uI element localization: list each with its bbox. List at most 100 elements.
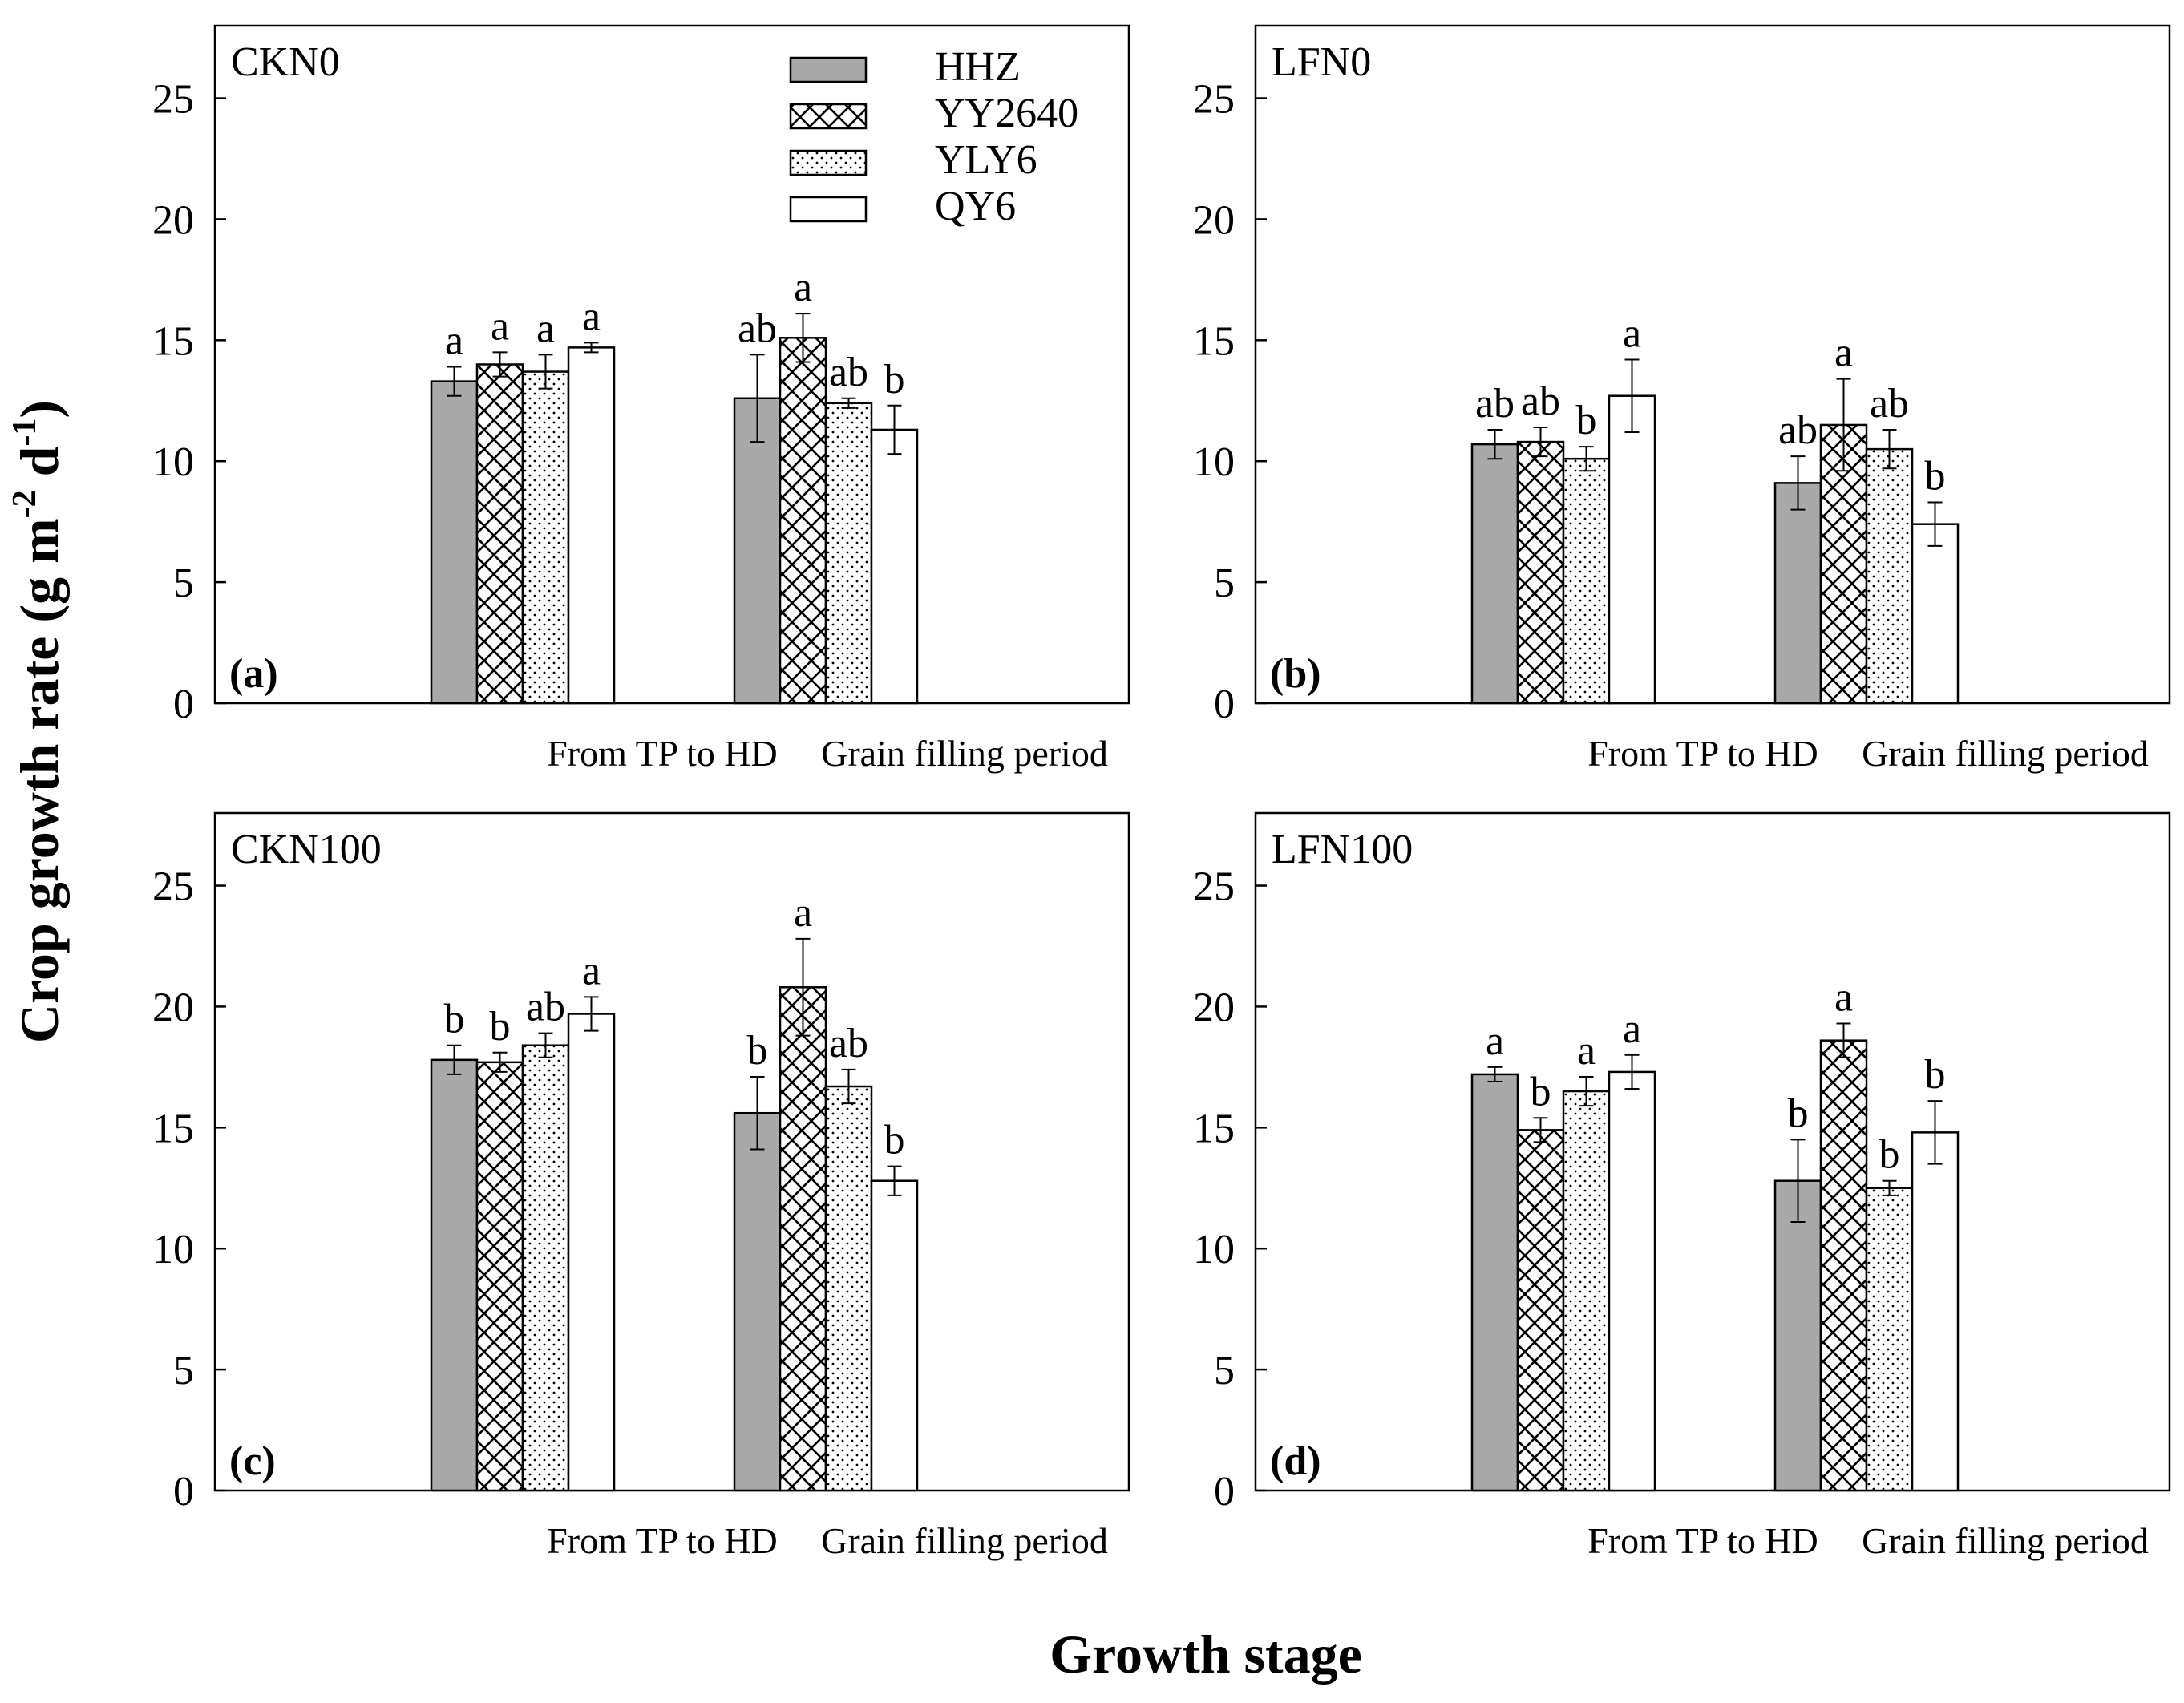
x-category-label-grain-filling-period: Grain filling period — [1862, 733, 2149, 774]
significance-letter-yy2640-from-tp-to-hd: b — [490, 1004, 511, 1050]
bar-yly6-grain-filling-period — [1865, 1187, 1914, 1492]
y-tick-label-0: 0 — [173, 682, 194, 727]
bar-yy2640-from-tp-to-hd — [475, 363, 524, 705]
treatment-label: LFN0 — [1272, 39, 1371, 85]
significance-letter-yy2640-from-tp-to-hd: b — [1531, 1069, 1551, 1114]
y-axis-title-sup-1: -2 — [6, 490, 43, 518]
x-category-label-from-tp-to-hd: From TP to HD — [547, 733, 778, 774]
y-tick-label-10: 10 — [152, 439, 194, 485]
legend-label-yly6: YLY6 — [935, 137, 1037, 183]
bar-yly6-from-tp-to-hd — [1562, 457, 1611, 705]
panel-label: (b) — [1270, 651, 1321, 697]
y-axis-title-sup-2: -1 — [6, 419, 43, 447]
legend-label-hhz: HHZ — [935, 44, 1021, 90]
significance-letter-yly6-from-tp-to-hd: b — [1576, 398, 1597, 443]
legend-label-qy6: QY6 — [935, 184, 1016, 229]
bar-hhz-grain-filling-period — [1773, 1179, 1822, 1492]
bar-qy6-grain-filling-period — [870, 428, 919, 705]
plot-frame — [1254, 811, 2171, 1492]
significance-letter-yly6-from-tp-to-hd: ab — [526, 985, 565, 1030]
y-tick-label-25: 25 — [152, 77, 194, 123]
bar-yly6-from-tp-to-hd — [1562, 1090, 1611, 1492]
bar-yly6-from-tp-to-hd — [521, 1044, 570, 1492]
y-tick-label-15: 15 — [1193, 1106, 1235, 1151]
significance-letter-qy6-from-tp-to-hd: a — [582, 948, 601, 993]
bar-yy2640-from-tp-to-hd — [1516, 1129, 1565, 1492]
y-tick-label-15: 15 — [152, 1106, 194, 1151]
bar-qy6-from-tp-to-hd — [567, 346, 616, 705]
y-tick-label-20: 20 — [152, 197, 194, 243]
significance-letter-hhz-from-tp-to-hd: a — [445, 318, 463, 364]
bar-qy6-from-tp-to-hd — [1608, 394, 1656, 705]
y-tick-label-10: 10 — [1193, 1227, 1235, 1272]
significance-letter-yy2640-grain-filling-period: a — [794, 265, 812, 310]
y-tick-label-15: 15 — [1193, 318, 1235, 364]
plot-frame — [213, 24, 1130, 705]
significance-letter-yy2640-grain-filling-period: a — [1834, 975, 1853, 1021]
legend-label-yy2640: YY2640 — [935, 91, 1078, 136]
legend: HHZ YY2640 YLY6 QY6 — [789, 44, 1078, 229]
bar-qy6-grain-filling-period — [870, 1179, 919, 1492]
y-tick-label-10: 10 — [152, 1227, 194, 1272]
y-tick-label-0: 0 — [1214, 1469, 1235, 1515]
y-tick-label-20: 20 — [1193, 197, 1235, 243]
significance-letter-qy6-grain-filling-period: b — [884, 1118, 905, 1163]
y-axis-title-end: ) — [9, 400, 70, 419]
bar-hhz-from-tp-to-hd — [1470, 1073, 1519, 1492]
bar-yly6-grain-filling-period — [824, 1085, 873, 1492]
y-tick-label-25: 25 — [152, 864, 194, 910]
treatment-label: CKN100 — [231, 827, 382, 872]
significance-letter-hhz-grain-filling-period: b — [1788, 1090, 1809, 1136]
bar-yy2640-grain-filling-period — [779, 337, 827, 705]
x-category-label-from-tp-to-hd: From TP to HD — [1587, 733, 1818, 774]
bar-qy6-grain-filling-period — [1911, 523, 1960, 705]
significance-letter-yly6-grain-filling-period: ab — [829, 1021, 868, 1066]
bar-hhz-grain-filling-period — [733, 1111, 782, 1492]
y-tick-label-25: 25 — [1193, 864, 1235, 910]
significance-letter-yy2640-from-tp-to-hd: a — [491, 303, 509, 349]
significance-letter-yly6-grain-filling-period: ab — [829, 350, 868, 395]
significance-letter-qy6-grain-filling-period: b — [1925, 454, 1946, 500]
y-tick-label-15: 15 — [152, 318, 194, 364]
bar-yy2640-from-tp-to-hd — [475, 1061, 524, 1492]
legend-swatch-yly6 — [789, 149, 868, 176]
significance-letter-qy6-from-tp-to-hd: a — [1623, 1006, 1641, 1052]
y-tick-label-5: 5 — [173, 560, 194, 606]
y-tick-label-5: 5 — [1214, 560, 1235, 606]
bar-yly6-from-tp-to-hd — [521, 370, 570, 705]
legend-swatch-yy2640 — [789, 103, 868, 130]
y-tick-label-20: 20 — [152, 985, 194, 1030]
bar-yy2640-from-tp-to-hd — [1516, 440, 1565, 705]
bar-hhz-grain-filling-period — [1773, 482, 1822, 705]
treatment-label: CKN0 — [231, 39, 340, 85]
treatment-label: LFN100 — [1272, 827, 1413, 872]
significance-letter-qy6-grain-filling-period: b — [884, 357, 905, 402]
y-axis-title-mid: d — [9, 446, 70, 490]
significance-letter-hhz-grain-filling-period: b — [747, 1028, 768, 1074]
plot-frame — [213, 811, 1130, 1492]
y-axis-title-main: Crop growth rate (g m — [9, 518, 70, 1043]
bar-yly6-grain-filling-period — [824, 402, 873, 705]
significance-letter-hhz-from-tp-to-hd: ab — [1475, 381, 1515, 427]
legend-swatch-hhz — [789, 56, 868, 83]
significance-letter-qy6-from-tp-to-hd: a — [582, 293, 601, 339]
x-category-label-grain-filling-period: Grain filling period — [1862, 1520, 2149, 1561]
y-tick-label-10: 10 — [1193, 439, 1235, 485]
bar-yy2640-grain-filling-period — [1819, 1039, 1868, 1492]
panel-label: (a) — [229, 651, 278, 697]
significance-letter-hhz-from-tp-to-hd: b — [444, 997, 465, 1042]
bar-qy6-from-tp-to-hd — [1608, 1070, 1656, 1492]
x-category-label-from-tp-to-hd: From TP to HD — [1587, 1520, 1818, 1561]
bar-qy6-grain-filling-period — [1911, 1131, 1960, 1492]
x-category-label-grain-filling-period: Grain filling period — [821, 733, 1108, 774]
legend-swatch-qy6 — [789, 196, 868, 223]
bar-hhz-from-tp-to-hd — [430, 1058, 479, 1492]
significance-letter-qy6-from-tp-to-hd: a — [1623, 310, 1641, 356]
significance-letter-yy2640-from-tp-to-hd: ab — [1521, 378, 1560, 424]
bar-hhz-from-tp-to-hd — [430, 380, 479, 705]
bar-yy2640-grain-filling-period — [779, 986, 827, 1492]
x-axis-title: Growth stage — [1050, 1624, 1362, 1685]
